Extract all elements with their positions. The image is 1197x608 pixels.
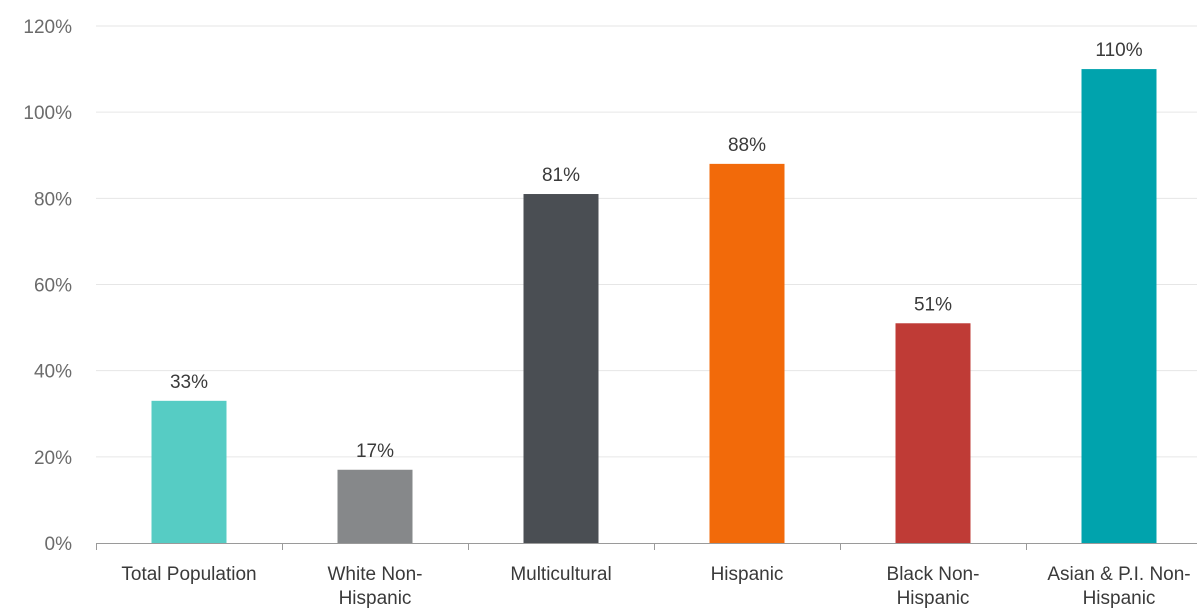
- bar: [895, 323, 971, 543]
- bar: [1081, 69, 1157, 543]
- data-label: 51%: [914, 294, 952, 315]
- x-category-label: Black Non- Hispanic: [887, 564, 980, 608]
- x-category-label: Asian & P.I. Non- Hispanic: [1047, 564, 1190, 608]
- x-axis: [96, 543, 1197, 550]
- x-category-label-line: Hispanic: [1083, 588, 1156, 608]
- x-category-label-line: Hispanic: [339, 588, 412, 608]
- x-axis-category-labels: Total Population White Non- Hispanic Multic…: [121, 564, 1190, 608]
- data-label: 110%: [1095, 40, 1142, 61]
- x-category-label-line: Multicultural: [510, 564, 611, 585]
- bar: [709, 163, 785, 543]
- y-tick-label: 20%: [34, 448, 72, 469]
- bar: [151, 400, 227, 543]
- x-category-label-line: Hispanic: [897, 588, 970, 608]
- bars: [151, 69, 1157, 543]
- bar: [337, 469, 413, 543]
- x-category-label-line: Black Non-: [887, 564, 980, 585]
- data-labels: 33% 17% 81% 88% 51% 110%: [170, 40, 1143, 462]
- x-category-label: White Non- Hispanic: [327, 564, 422, 608]
- y-tick-label: 80%: [34, 189, 72, 210]
- x-category-label: Multicultural: [510, 564, 611, 585]
- y-axis-ticks: 0% 20% 40% 60% 80% 100% 120%: [23, 17, 72, 555]
- y-tick-label: 40%: [34, 362, 72, 383]
- y-tick-label: 100%: [23, 103, 72, 124]
- data-label: 81%: [542, 165, 580, 186]
- gridlines: [96, 25, 1197, 458]
- y-tick-label: 0%: [45, 534, 73, 555]
- y-tick-label: 120%: [23, 17, 72, 38]
- data-label: 17%: [356, 441, 394, 462]
- x-category-label-line: Total Population: [121, 564, 256, 585]
- x-category-label-line: Hispanic: [711, 564, 784, 585]
- data-label: 88%: [728, 135, 766, 156]
- bar: [523, 194, 599, 543]
- data-label: 33%: [170, 372, 208, 393]
- x-category-label-line: White Non-: [327, 564, 422, 585]
- x-category-label: Hispanic: [711, 564, 784, 585]
- x-category-label-line: Asian & P.I. Non-: [1047, 564, 1190, 585]
- x-category-label: Total Population: [121, 564, 256, 585]
- y-tick-label: 60%: [34, 276, 72, 297]
